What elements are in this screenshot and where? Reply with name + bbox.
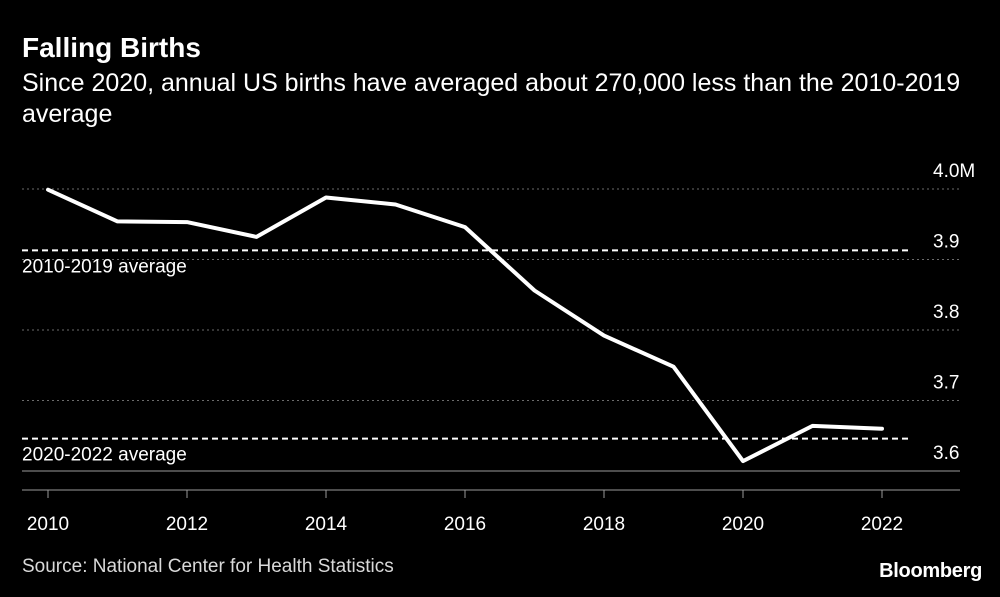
reference-line-label: 2020-2022 average [22, 445, 187, 466]
x-tick-label: 2018 [583, 514, 625, 535]
y-tick-label: 3.7 [933, 373, 959, 394]
x-tick-label: 2022 [861, 514, 903, 535]
chart-title: Falling Births [22, 32, 201, 63]
y-axis: 4.0M 3.9 3.8 3.7 3.6 [933, 161, 975, 464]
gridlines [22, 188, 960, 472]
x-axis: 2010 2012 2014 2016 2018 2020 2022 [22, 489, 960, 535]
series-line [46, 187, 884, 464]
source-note: Source: National Center for Health Stati… [22, 556, 394, 577]
reference-lines: 2010-2019 average 2020-2022 average [22, 249, 910, 466]
reference-line-label: 2010-2019 average [22, 256, 187, 277]
x-tick-label: 2010 [27, 514, 69, 535]
x-tick-label: 2016 [444, 514, 486, 535]
x-tick-label: 2012 [166, 514, 208, 535]
y-tick-label: 3.8 [933, 302, 959, 323]
bloomberg-logo: Bloomberg [879, 560, 982, 582]
x-tick-label: 2014 [305, 514, 348, 535]
y-tick-label: 3.6 [933, 443, 959, 464]
y-tick-label: 3.9 [933, 232, 959, 253]
x-tick-label: 2020 [722, 514, 764, 535]
chart-subtitle: Since 2020, annual US births have averag… [22, 69, 961, 128]
series-layer [46, 187, 884, 464]
y-tick-label: 4.0M [933, 161, 975, 182]
